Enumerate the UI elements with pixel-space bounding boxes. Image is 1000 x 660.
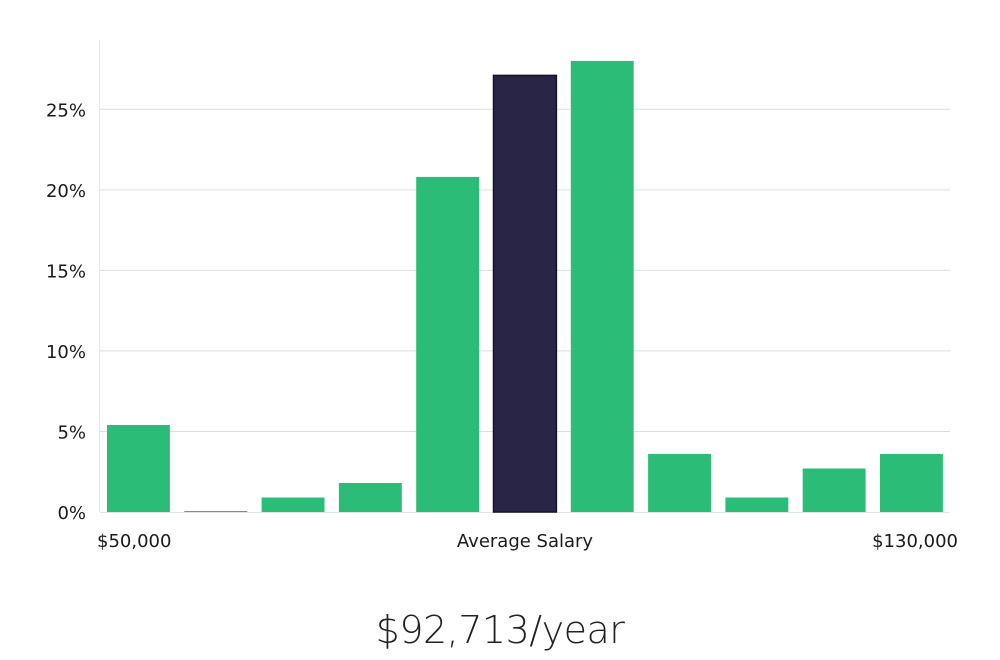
bar bbox=[802, 468, 866, 512]
bar bbox=[107, 425, 170, 512]
x-end-label: $130,000 bbox=[872, 531, 958, 552]
y-tick-label: 15% bbox=[46, 261, 86, 282]
average-salary-value: $92,713/year bbox=[375, 608, 625, 652]
salary-histogram: 0% 5% 10% 15% 20% 25% $50,000 Average Salary $13… bbox=[46, 40, 958, 552]
y-tick-label: 0% bbox=[57, 503, 86, 524]
bar bbox=[416, 176, 480, 512]
bar bbox=[338, 483, 402, 512]
x-start-label: $50,000 bbox=[97, 531, 171, 552]
bar bbox=[880, 454, 943, 512]
y-tick-label: 20% bbox=[46, 181, 86, 202]
y-tick-label: 10% bbox=[46, 342, 86, 363]
bars bbox=[107, 60, 943, 513]
y-tick-label: 25% bbox=[46, 100, 86, 121]
y-tick-label: 5% bbox=[57, 422, 86, 443]
bar bbox=[648, 454, 711, 512]
x-axis-title: Average Salary bbox=[457, 531, 594, 552]
bar bbox=[261, 497, 325, 512]
bar-highlight bbox=[492, 74, 558, 513]
bar bbox=[570, 60, 634, 513]
bar bbox=[184, 511, 248, 512]
tick-labels: 0% 5% 10% 15% 20% 25% $50,000 Average Salary $13… bbox=[46, 100, 958, 552]
bar bbox=[725, 497, 789, 512]
